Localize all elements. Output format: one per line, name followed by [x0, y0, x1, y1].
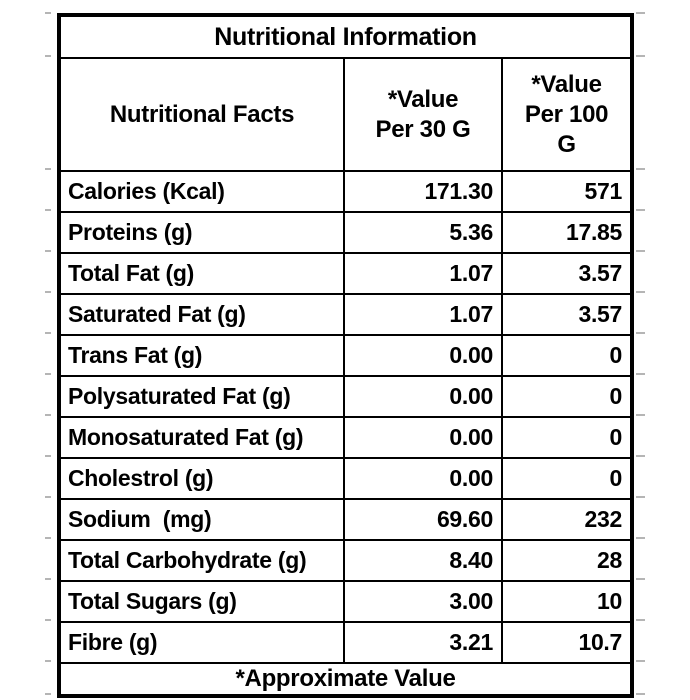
value-per-30g: 69.60: [343, 498, 503, 541]
gridline-stub: [45, 373, 51, 375]
table-row-proteins: Proteins (g) 5.36 17.85: [58, 211, 634, 254]
table-row-total-fat: Total Fat (g) 1.07 3.57: [58, 252, 634, 295]
table-row-polysaturated-fat: Polysaturated Fat (g) 0.00 0: [58, 375, 634, 418]
table-header-row: Nutritional Facts *Value Per 30 G *Value…: [58, 57, 634, 172]
table-footnote: *Approximate Value: [57, 662, 634, 697]
value-per-100g: 232: [500, 498, 634, 541]
gridline-stub: [45, 496, 51, 498]
gridline-stub: [636, 693, 645, 695]
table-footer-row: *Approximate Value: [57, 662, 634, 697]
value-per-30g: 3.21: [343, 621, 503, 664]
table-row-total-carbohydrate: Total Carbohydrate (g) 8.40 28: [58, 539, 634, 582]
value-per-100g: 3.57: [500, 293, 634, 336]
column-header-value-per-30g: *Value Per 30 G: [343, 57, 503, 172]
row-label: Monosaturated Fat (g): [58, 416, 345, 459]
value-per-100g: 10: [500, 580, 634, 623]
gridline-stub: [636, 373, 645, 375]
gridline-stub: [45, 619, 51, 621]
gridline-stub: [636, 578, 645, 580]
row-label: Polysaturated Fat (g): [58, 375, 345, 418]
gridline-stub: [45, 660, 51, 662]
row-label: Sodium (mg): [58, 498, 345, 541]
gridline-stub: [636, 291, 645, 293]
table-row-total-sugars: Total Sugars (g) 3.00 10: [58, 580, 634, 623]
value-per-100g: 3.57: [500, 252, 634, 295]
value-per-30g: 0.00: [343, 457, 503, 500]
gridline-stub: [45, 332, 51, 334]
value-per-30g: 1.07: [343, 293, 503, 336]
row-label: Total Carbohydrate (g): [58, 539, 345, 582]
gridline-stub: [636, 496, 645, 498]
gridline-stub: [45, 55, 51, 57]
value-per-100g: 0: [500, 375, 634, 418]
gridline-stub: [636, 55, 645, 57]
gridline-stub: [45, 455, 51, 457]
gridline-stub: [45, 12, 51, 14]
table-row-trans-fat: Trans Fat (g) 0.00 0: [58, 334, 634, 377]
value-per-30g: 0.00: [343, 375, 503, 418]
gridline-stub: [45, 250, 51, 252]
gridline-stub: [636, 414, 645, 416]
gridline-stub: [45, 537, 51, 539]
column-header-facts: Nutritional Facts: [58, 57, 345, 172]
row-label: Calories (Kcal): [58, 170, 345, 213]
value-per-100g: 0: [500, 416, 634, 459]
row-label: Total Fat (g): [58, 252, 345, 295]
value-per-30g: 1.07: [343, 252, 503, 295]
gridline-stub: [45, 168, 51, 170]
table-title-row: Nutritional Information: [57, 14, 634, 59]
gridline-stub: [45, 291, 51, 293]
gridline-stub: [45, 693, 51, 695]
gridline-stub: [636, 455, 645, 457]
row-label: Total Sugars (g): [58, 580, 345, 623]
gridline-stub: [45, 209, 51, 211]
table-row-saturated-fat: Saturated Fat (g) 1.07 3.57: [58, 293, 634, 336]
gridline-stub: [45, 414, 51, 416]
gridline-stub: [636, 209, 645, 211]
gridline-stub: [636, 537, 645, 539]
gridline-stub: [636, 619, 645, 621]
nutritional-information-table: Nutritional Information Nutritional Fact…: [57, 13, 635, 698]
value-per-30g: 171.30: [343, 170, 503, 213]
gridline-stub: [636, 332, 645, 334]
table-row-calories: Calories (Kcal) 171.30 571: [58, 170, 634, 213]
value-per-100g: 28: [500, 539, 634, 582]
table-row-fibre: Fibre (g) 3.21 10.7: [58, 621, 634, 664]
value-per-100g: 0: [500, 334, 634, 377]
gridline-stub: [636, 168, 645, 170]
row-label: Trans Fat (g): [58, 334, 345, 377]
gridline-stub: [636, 250, 645, 252]
value-per-30g: 8.40: [343, 539, 503, 582]
row-label: Saturated Fat (g): [58, 293, 345, 336]
column-header-value-per-100g: *Value Per 100 G: [500, 57, 634, 172]
value-per-30g: 3.00: [343, 580, 503, 623]
table-row-cholestrol: Cholestrol (g) 0.00 0: [58, 457, 634, 500]
value-per-100g: 10.7: [500, 621, 634, 664]
table-row-sodium: Sodium (mg) 69.60 232: [58, 498, 634, 541]
row-label: Cholestrol (g): [58, 457, 345, 500]
value-per-30g: 5.36: [343, 211, 503, 254]
gridline-stub: [636, 12, 645, 14]
gridline-stub: [636, 660, 645, 662]
row-label: Fibre (g): [58, 621, 345, 664]
table-title: Nutritional Information: [57, 14, 634, 59]
value-per-30g: 0.00: [343, 416, 503, 459]
row-label: Proteins (g): [58, 211, 345, 254]
gridline-stub: [45, 578, 51, 580]
value-per-100g: 571: [500, 170, 634, 213]
value-per-100g: 17.85: [500, 211, 634, 254]
value-per-30g: 0.00: [343, 334, 503, 377]
table-row-monosaturated-fat: Monosaturated Fat (g) 0.00 0: [58, 416, 634, 459]
value-per-100g: 0: [500, 457, 634, 500]
